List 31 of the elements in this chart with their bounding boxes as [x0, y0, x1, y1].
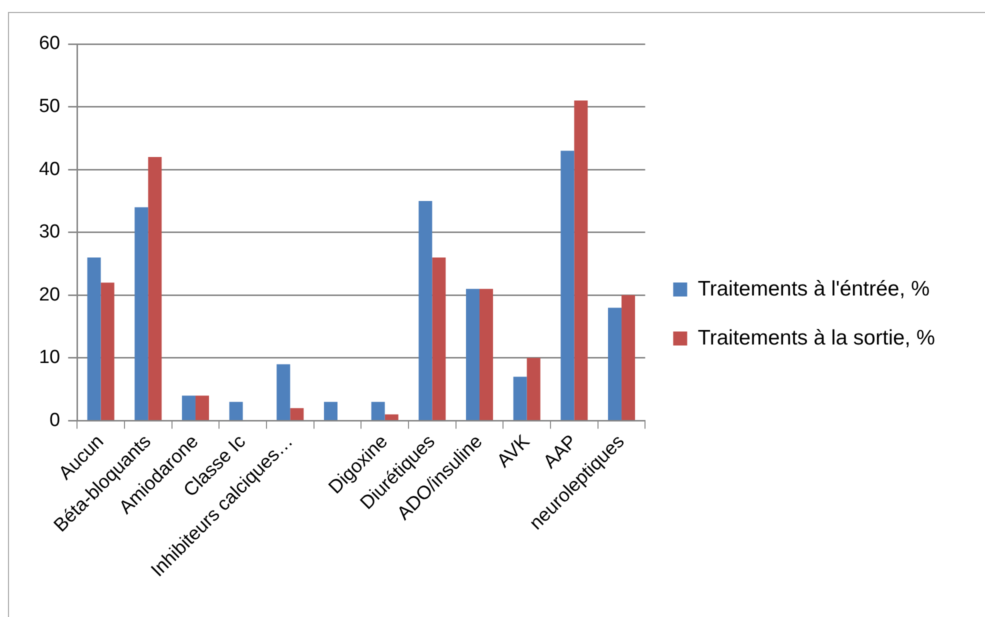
legend-label: Traitements à la sortie, % — [698, 326, 936, 350]
bar — [276, 364, 290, 420]
y-tick-label: 60 — [38, 33, 60, 54]
bar — [324, 402, 338, 420]
y-tick-label: 40 — [38, 158, 60, 180]
bar — [526, 358, 540, 420]
y-tick-label: 50 — [38, 96, 60, 118]
bar — [182, 396, 196, 420]
y-tick-label: 30 — [38, 222, 60, 243]
bar — [100, 282, 114, 420]
bar — [574, 100, 588, 420]
y-tick-label: 10 — [38, 347, 60, 368]
bar — [229, 402, 243, 420]
bar — [560, 150, 574, 420]
bar — [134, 207, 148, 420]
bar — [87, 257, 101, 420]
bar — [513, 376, 527, 420]
bar — [466, 288, 480, 420]
bar — [480, 288, 494, 420]
bar — [290, 408, 304, 420]
bar — [608, 308, 622, 420]
bar — [622, 295, 636, 420]
legend-label: Traitements à l'éntrée, % — [698, 277, 930, 300]
bar — [384, 414, 398, 420]
y-tick-label: 20 — [38, 284, 60, 306]
bar — [148, 157, 162, 420]
bar — [371, 402, 385, 420]
bar — [195, 396, 209, 420]
y-tick-label: 0 — [50, 410, 60, 431]
bar — [432, 257, 446, 420]
bar — [418, 200, 432, 420]
